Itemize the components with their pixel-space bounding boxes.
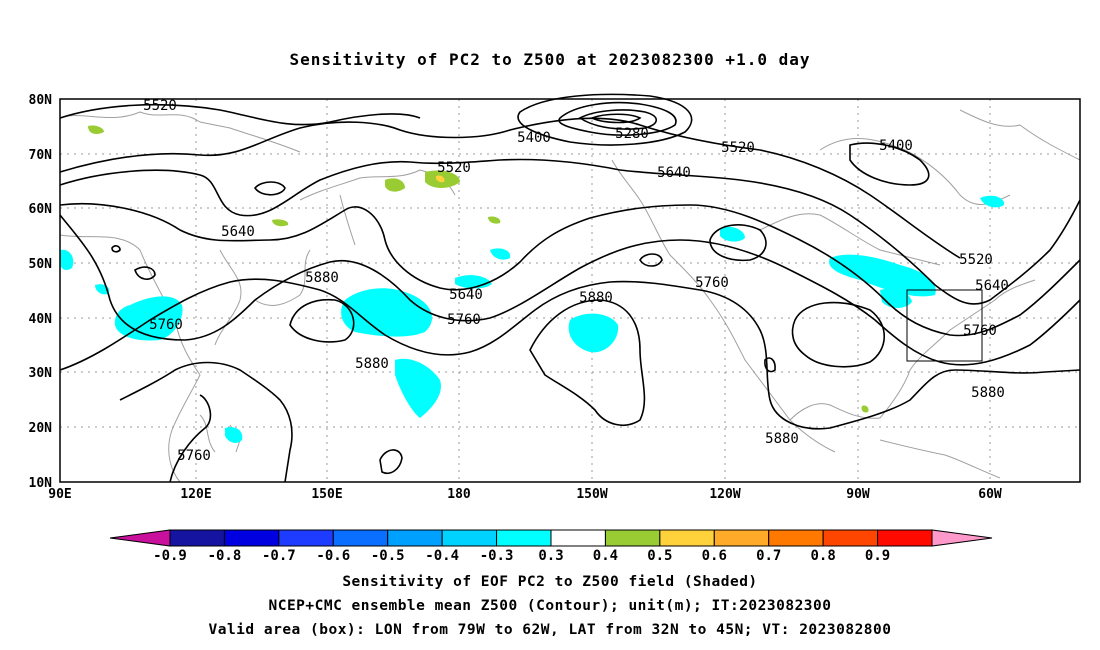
contour-label-group: 5520 5400 5280 5520 5400 5520 5640 5640 …	[143, 98, 1009, 464]
colorbar-tick-label: 0.8	[810, 548, 835, 564]
map-panel: 5520 5400 5280 5520 5400 5520 5640 5640 …	[59, 93, 1081, 483]
colorbar-tick-label: 0.9	[865, 548, 890, 564]
colorbar-tick-label: 0.5	[647, 548, 672, 564]
colorbar-swatch	[877, 529, 933, 547]
colorbar-tick-label: -0.9	[153, 548, 187, 564]
contour-label: 5520	[143, 98, 177, 114]
footer-line-1: Sensitivity of EOF PC2 to Z500 field (Sh…	[342, 574, 758, 590]
lat-label-30N: 30N	[29, 366, 53, 381]
colorbar-tick-label: -0.5	[371, 548, 405, 564]
colorbar-tick-label: -0.7	[262, 548, 296, 564]
contour-label: 5640	[975, 278, 1009, 294]
lon-label-150W: 150W	[576, 487, 607, 502]
contour-label: 5520	[437, 160, 471, 176]
colorbar: -0.9 -0.8 -0.7 -0.6 -0.5 -0.4 -0.3 0.3 0.4 0.5 0.6…	[109, 529, 993, 564]
coastlines	[59, 109, 1081, 483]
lon-label-150E: 150E	[311, 487, 342, 502]
colorbar-arrow-high	[931, 529, 993, 547]
colorbar-swatch	[332, 529, 389, 547]
lon-label-60W: 60W	[978, 487, 1002, 502]
lat-label-80N: 80N	[29, 93, 53, 108]
colorbar-tick-label: 0.3	[538, 548, 563, 564]
contour-label: 5640	[449, 287, 483, 303]
contour-label: 5400	[517, 130, 551, 146]
lat-label-60N: 60N	[29, 202, 53, 217]
contour-label: 5760	[963, 323, 997, 339]
footer-line-2: NCEP+CMC ensemble mean Z500 (Contour); u…	[268, 598, 832, 614]
lat-label-70N: 70N	[29, 148, 53, 163]
colorbar-tick-label: 0.6	[702, 548, 727, 564]
contour-label: 5760	[177, 448, 211, 464]
contour-label: 5400	[879, 138, 913, 154]
colorbar-tick-label: -0.8	[208, 548, 242, 564]
colorbar-arrow-low	[109, 529, 171, 547]
footer-line-3: Valid area (box): LON from 79W to 62W, L…	[208, 622, 892, 638]
colorbar-tick-label: -0.3	[480, 548, 514, 564]
colorbar-tick-label: -0.4	[425, 548, 459, 564]
contour-label: 5880	[765, 431, 799, 447]
colorbar-swatch	[768, 529, 824, 547]
lat-label-10N: 10N	[29, 476, 53, 491]
lon-label-180: 180	[447, 487, 471, 502]
colorbar-swatch	[713, 529, 770, 547]
lon-label-120E: 120E	[180, 487, 211, 502]
contour-label: 5880	[355, 356, 389, 372]
map-title: Sensitivity of PC2 to Z500 at 2023082300…	[289, 50, 811, 69]
valid-area-box	[906, 289, 983, 362]
y-axis-labels: 80N 70N 60N 50N 40N 30N 20N 10N	[29, 93, 53, 491]
lon-label-90W: 90W	[846, 487, 870, 502]
z500-contours	[59, 93, 1081, 483]
colorbar-swatch	[387, 529, 443, 547]
contour-label: 5280	[615, 126, 649, 142]
colorbar-swatch	[822, 529, 879, 547]
contour-label: 5880	[305, 270, 339, 286]
colorbar-swatch	[550, 529, 606, 547]
x-axis-labels: 90E 120E 150E 180 150W 120W 90W 60W	[48, 487, 1002, 502]
colorbar-swatch	[223, 529, 280, 547]
colorbar-swatch	[169, 529, 225, 547]
colorbar-swatch	[278, 529, 334, 547]
contour-label: 5760	[447, 312, 481, 328]
contour-label: 5880	[971, 385, 1005, 401]
lat-label-20N: 20N	[29, 421, 53, 436]
lon-label-120W: 120W	[709, 487, 740, 502]
map-frame	[59, 98, 1081, 483]
lat-label-40N: 40N	[29, 312, 53, 327]
contour-label: 5520	[959, 252, 993, 268]
lon-label-90E: 90E	[48, 487, 71, 502]
contour-label: 5760	[695, 275, 729, 291]
colorbar-swatch	[604, 529, 661, 547]
contour-label: 5640	[657, 165, 691, 181]
contour-label: 5760	[149, 317, 183, 333]
colorbar-swatch	[441, 529, 498, 547]
colorbar-swatch	[659, 529, 715, 547]
colorbar-tick-label: -0.6	[316, 548, 350, 564]
contour-label: 5880	[579, 290, 613, 306]
graticule	[60, 99, 1080, 482]
contour-label: 5640	[221, 224, 255, 240]
contour-label: 5520	[721, 140, 755, 156]
lat-label-50N: 50N	[29, 257, 53, 272]
colorbar-tick-label: 0.7	[756, 548, 781, 564]
colorbar-tick-label: 0.4	[593, 548, 618, 564]
colorbar-swatch	[496, 529, 552, 547]
